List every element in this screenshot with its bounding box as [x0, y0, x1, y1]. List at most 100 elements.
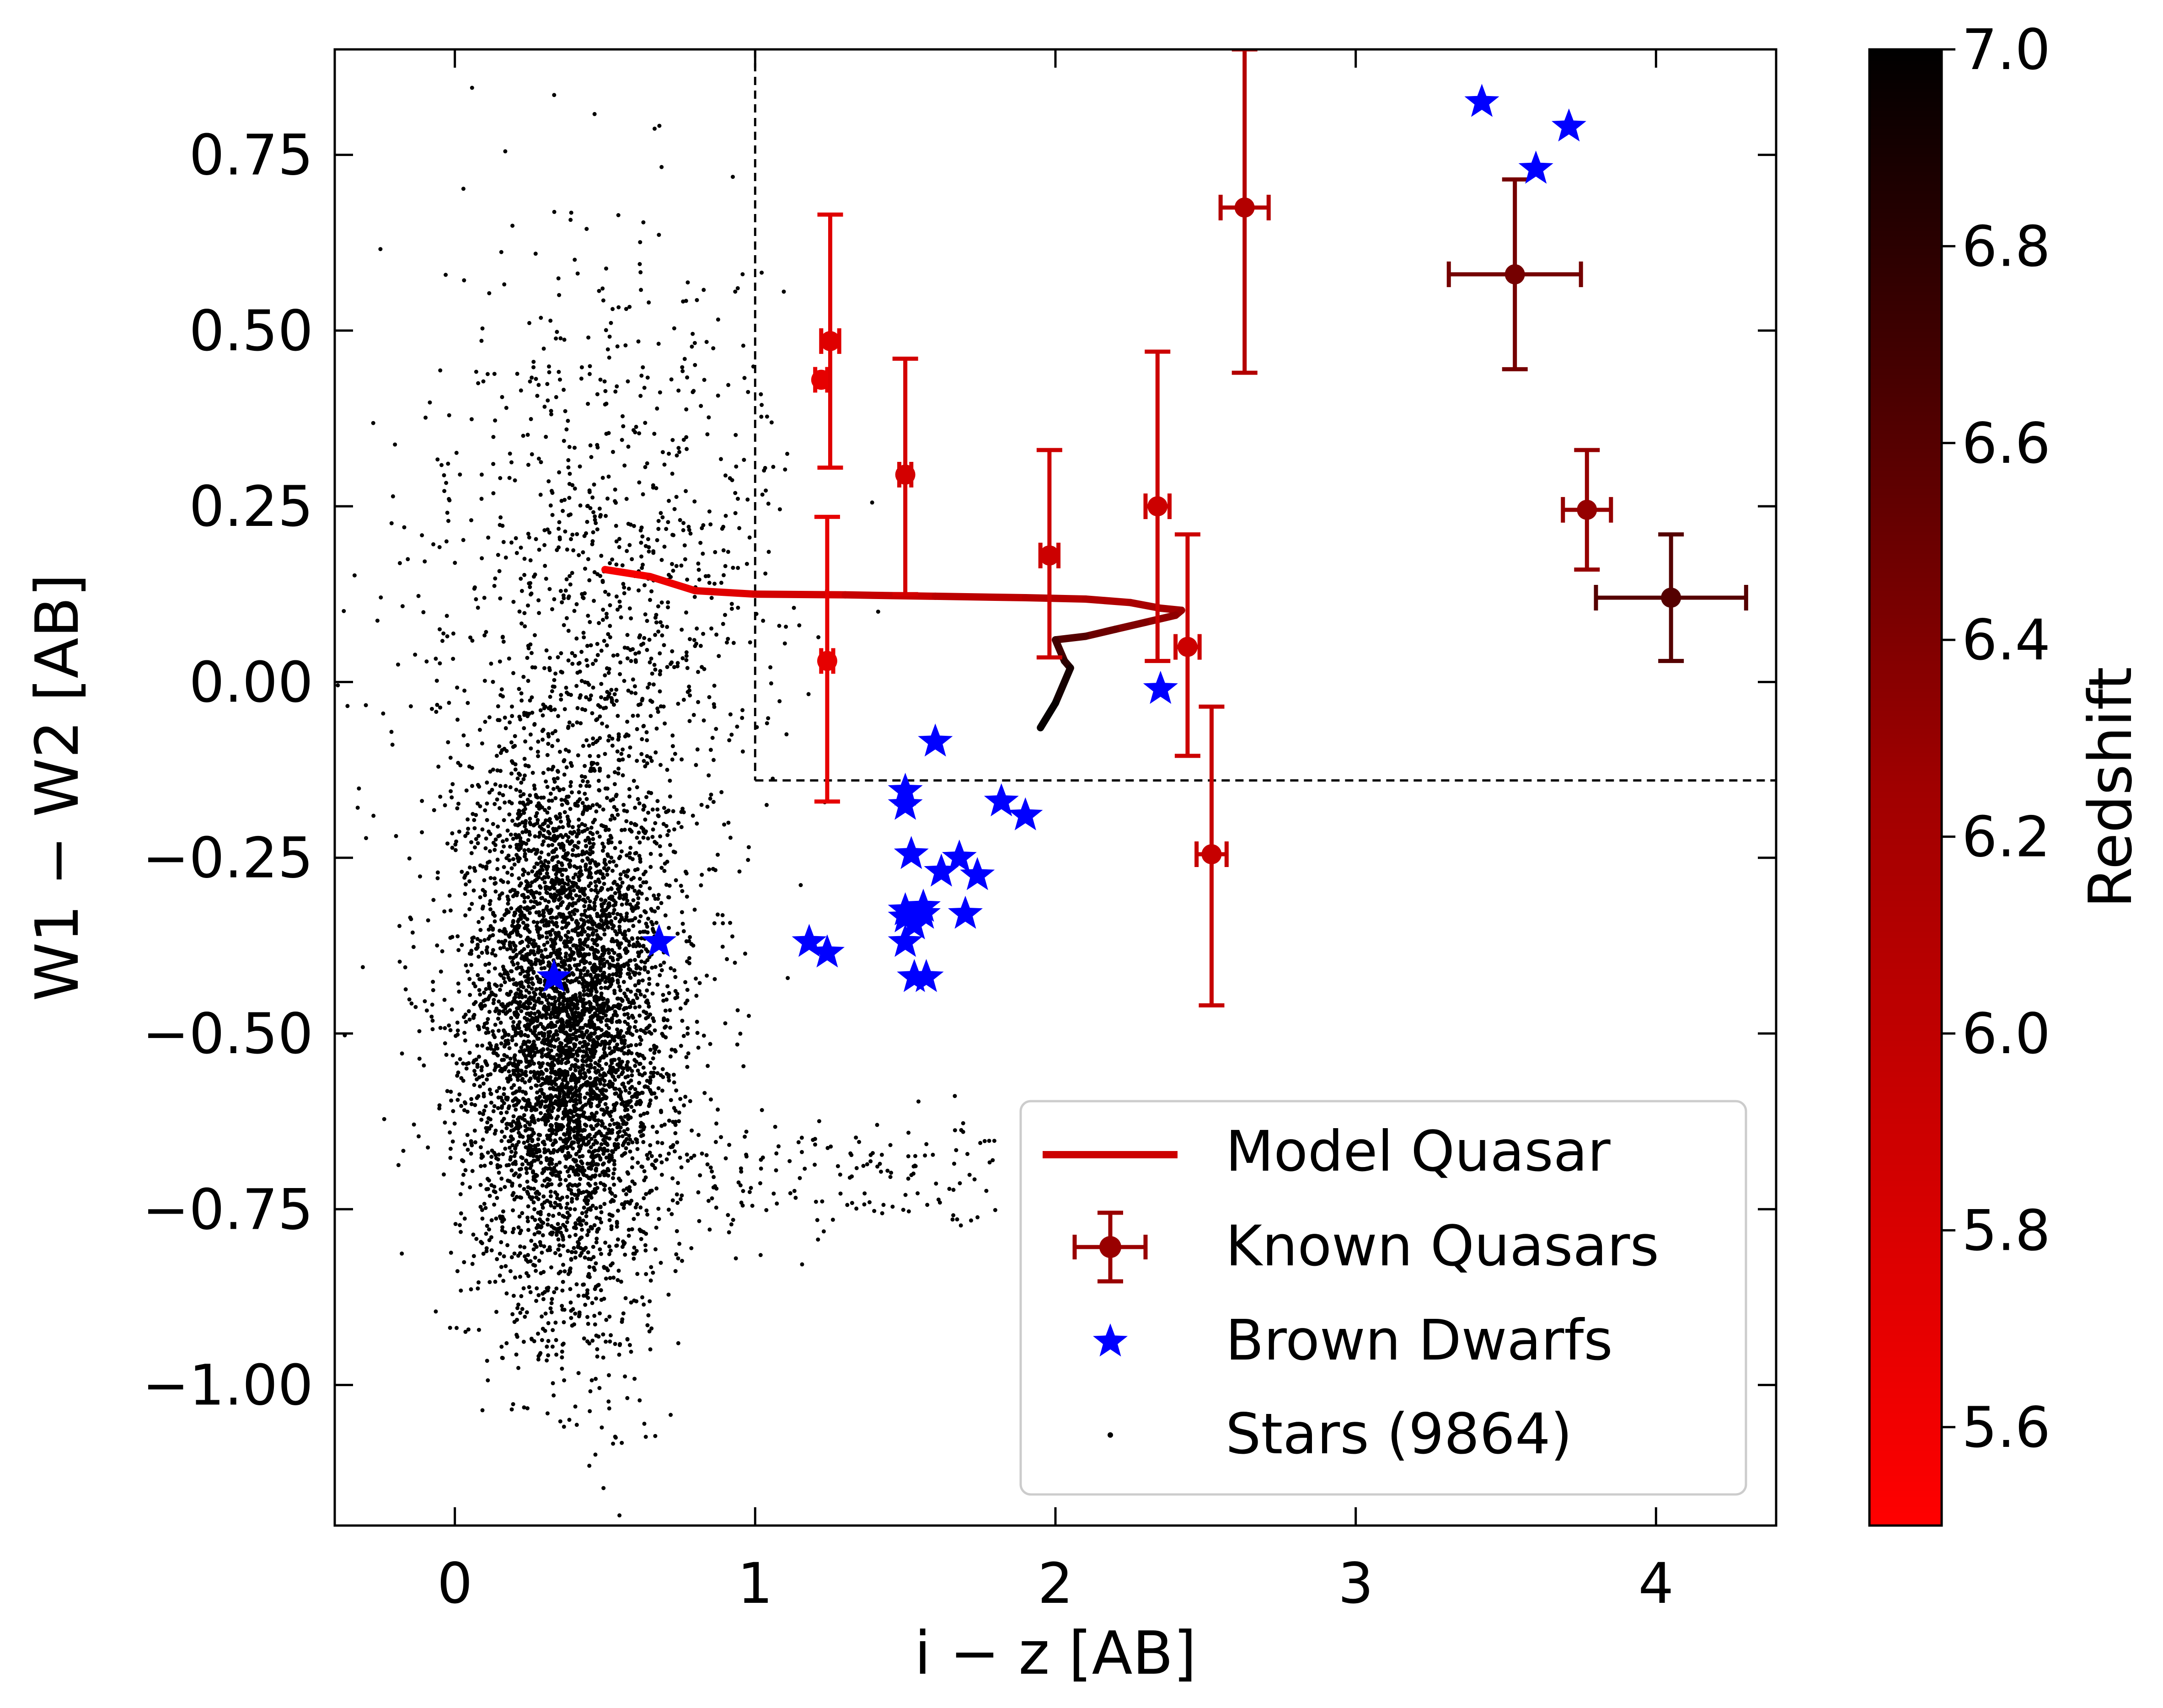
star-point: [627, 851, 632, 856]
star-point: [612, 1143, 617, 1148]
star-point: [659, 968, 664, 973]
star-point: [489, 1155, 494, 1159]
star-point: [556, 770, 560, 774]
star-point: [565, 1194, 569, 1199]
star-point: [514, 846, 519, 850]
star-point: [659, 763, 663, 767]
star-point: [463, 1168, 468, 1173]
star-point: [567, 967, 571, 972]
star-point: [664, 527, 669, 531]
star-point: [509, 906, 514, 910]
star-point: [597, 1386, 602, 1390]
star-point: [619, 1072, 624, 1076]
star-point: [564, 1157, 569, 1161]
star-point: [536, 1077, 541, 1082]
star-point: [848, 1151, 853, 1156]
star-point: [740, 708, 745, 712]
star-point: [523, 624, 527, 629]
star-point: [528, 558, 533, 562]
star-point: [518, 1231, 522, 1236]
star-point: [773, 1124, 777, 1129]
star-point: [548, 705, 553, 709]
star-point: [638, 1205, 643, 1210]
star-point: [685, 578, 690, 582]
star-point: [564, 1228, 569, 1232]
star-point: [655, 1140, 660, 1145]
star-point: [484, 1246, 489, 1251]
star-point: [476, 1094, 481, 1098]
star-point: [581, 1049, 586, 1054]
star-point: [602, 882, 606, 886]
star-point: [515, 961, 520, 966]
star-point: [643, 764, 648, 769]
star-point: [591, 1265, 596, 1270]
star-point: [630, 1156, 635, 1161]
star-point: [568, 582, 573, 587]
star-point: [649, 1265, 653, 1269]
star-point: [444, 1053, 449, 1057]
star-point: [611, 1441, 616, 1446]
star-point: [628, 1086, 632, 1091]
star-point: [606, 474, 611, 479]
star-point: [642, 636, 647, 640]
star-point: [525, 1171, 529, 1175]
star-point: [587, 1070, 591, 1074]
star-point: [470, 1262, 475, 1266]
star-point: [684, 939, 689, 943]
star-point: [465, 1133, 470, 1137]
star-point: [628, 855, 632, 860]
star-point: [535, 1286, 539, 1290]
star-point: [695, 821, 699, 826]
star-point: [576, 885, 580, 890]
star-point: [519, 698, 524, 703]
star-point: [644, 1192, 648, 1196]
star-point: [508, 1056, 513, 1061]
star-point: [608, 834, 613, 838]
star-point: [530, 665, 535, 669]
star-point: [616, 737, 621, 742]
star-point: [594, 1206, 599, 1210]
star-point: [783, 467, 787, 472]
star-point: [611, 972, 616, 977]
star-point: [576, 1294, 581, 1298]
star-point: [520, 830, 525, 835]
star-point: [576, 840, 581, 845]
star-point: [551, 1381, 555, 1386]
star-point: [621, 1188, 626, 1193]
star-point: [499, 973, 503, 978]
star-point: [507, 476, 512, 480]
star-point: [541, 1071, 545, 1076]
star-point: [605, 787, 610, 791]
star-point: [493, 418, 498, 423]
star-point: [507, 1104, 511, 1108]
star-point: [526, 838, 530, 842]
star-point: [813, 1142, 817, 1147]
star-point: [586, 614, 590, 618]
star-point: [601, 607, 605, 612]
star-point: [614, 687, 619, 692]
star-point: [570, 1016, 575, 1020]
star-point: [667, 1151, 671, 1156]
star-point: [499, 1344, 504, 1349]
star-point: [608, 817, 613, 822]
star-point: [630, 885, 635, 889]
star-point: [487, 1087, 492, 1092]
star-point: [497, 1028, 501, 1033]
star-point: [540, 1055, 544, 1059]
star-point: [440, 949, 444, 953]
star-point: [642, 1178, 647, 1183]
star-point: [548, 1189, 553, 1194]
star-point: [558, 1419, 562, 1424]
star-point: [601, 1108, 605, 1112]
star-point: [547, 831, 552, 836]
star-point: [596, 703, 600, 707]
star-point: [491, 462, 496, 466]
star-point: [955, 1217, 959, 1221]
star-point: [467, 879, 471, 883]
star-point: [548, 1157, 553, 1161]
star-point: [605, 796, 609, 800]
star-point: [583, 591, 587, 595]
star-point: [875, 1164, 880, 1169]
star-point: [541, 1140, 546, 1144]
star-point: [498, 833, 502, 838]
